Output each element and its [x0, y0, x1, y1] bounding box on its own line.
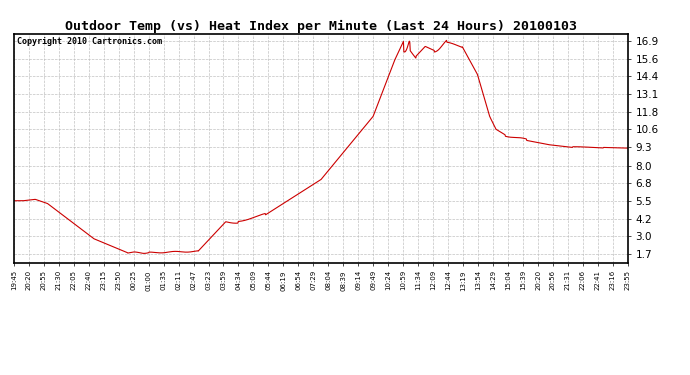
Title: Outdoor Temp (vs) Heat Index per Minute (Last 24 Hours) 20100103: Outdoor Temp (vs) Heat Index per Minute … [65, 20, 577, 33]
Text: Copyright 2010 Cartronics.com: Copyright 2010 Cartronics.com [17, 37, 162, 46]
